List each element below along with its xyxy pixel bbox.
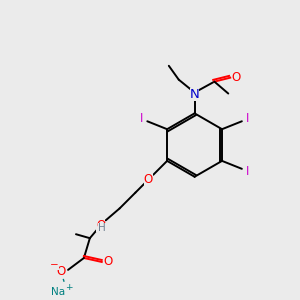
Text: O: O — [144, 173, 153, 186]
Text: O: O — [232, 71, 241, 84]
Text: H: H — [98, 223, 106, 233]
Text: O: O — [96, 219, 105, 232]
Text: I: I — [140, 112, 143, 125]
Text: O: O — [56, 266, 66, 278]
Text: O: O — [103, 256, 112, 268]
Text: I: I — [246, 165, 250, 178]
Text: Na: Na — [51, 287, 65, 297]
Text: +: + — [65, 283, 73, 292]
Text: I: I — [246, 112, 250, 125]
Text: −: − — [50, 260, 58, 270]
Text: N: N — [190, 88, 200, 101]
